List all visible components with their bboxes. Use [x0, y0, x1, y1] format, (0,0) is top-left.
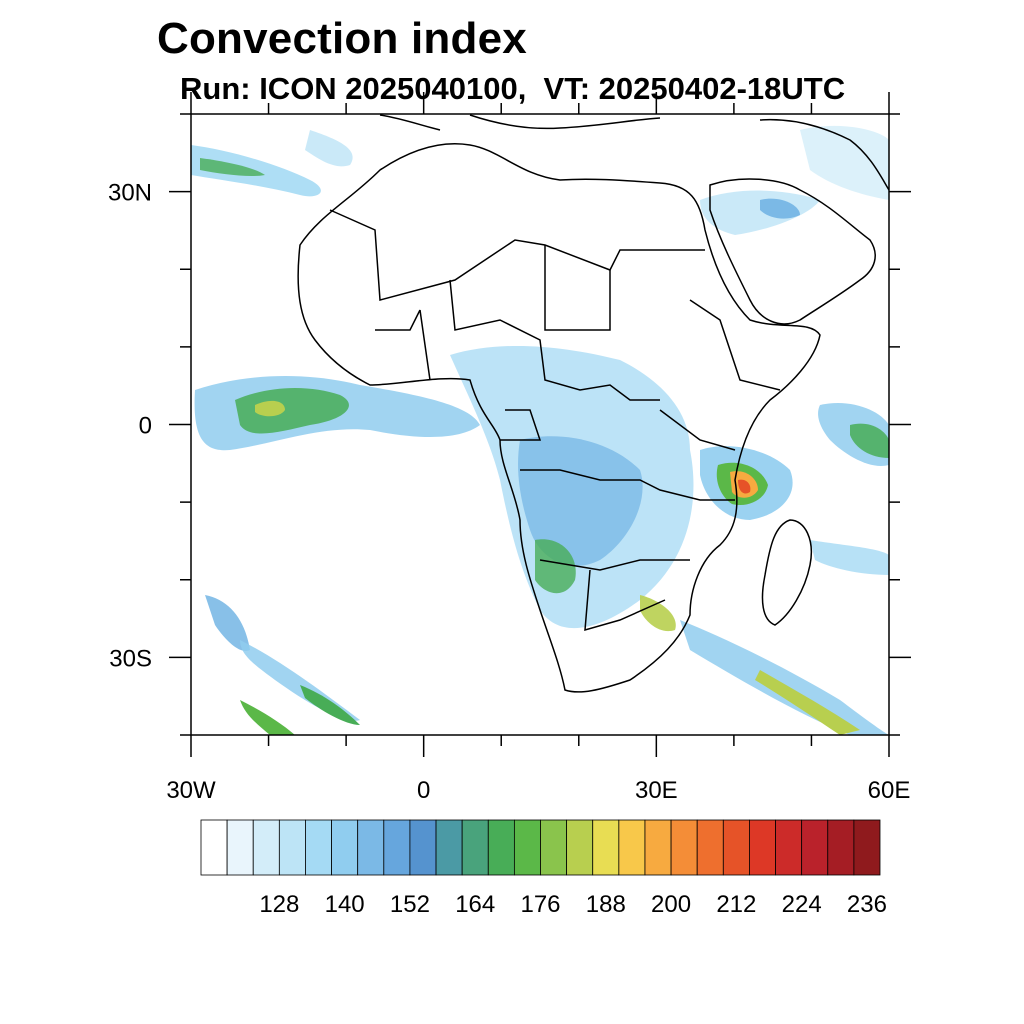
colorbar-swatch: [357, 819, 385, 876]
colorbar-label: 212: [716, 891, 756, 918]
colorbar-label: 140: [325, 891, 365, 918]
x-tick-label: 30E: [635, 777, 678, 804]
colorbar-label: 224: [782, 891, 822, 918]
x-tick-label: 30W: [166, 777, 216, 804]
colorbar-swatch: [618, 819, 646, 876]
colorbar-swatch: [513, 819, 541, 876]
arabian-coastline: [709, 178, 876, 325]
colorbar-swatch: [696, 819, 724, 876]
convection-area-southeast-track: [680, 620, 889, 735]
colorbar: 128 140 152 164 176 188 200 212 224 236: [200, 819, 887, 918]
colorbar-swatch: [461, 819, 489, 876]
colorbar-label: 188: [586, 891, 626, 918]
map-subtitle: Run: ICON 2025040100, VT: 20250402-18UTC: [180, 71, 846, 106]
y-tick-label: 0: [139, 413, 152, 440]
map-title: Convection index: [157, 14, 527, 63]
colorbar-label: 128: [259, 891, 299, 918]
colorbar-swatch: [644, 819, 672, 876]
colorbar-swatch: [331, 819, 359, 876]
x-tick-label: 60E: [868, 777, 911, 804]
colorbar-swatch: [487, 819, 515, 876]
colorbar-swatch: [775, 819, 803, 876]
colorbar-swatch: [592, 819, 620, 876]
convection-field: [191, 125, 889, 735]
colorbar-label: 152: [390, 891, 430, 918]
y-tick-label: 30S: [109, 645, 152, 672]
colorbar-swatch: [827, 819, 855, 876]
colorbar-label: 176: [520, 891, 560, 918]
x-tick-label: 0: [417, 777, 430, 804]
colorbar-swatch: [749, 819, 776, 876]
colorbar-swatch: [566, 819, 594, 876]
colorbar-swatch: [409, 819, 437, 876]
axis-tick-labels: 30W 0 30E 60E 30N 0 30S: [108, 180, 910, 804]
coastline-outline: [297, 114, 889, 693]
colorbar-swatch: [670, 819, 698, 876]
colorbar-label: 200: [651, 891, 691, 918]
colorbar-swatch: [722, 819, 750, 876]
y-tick-label: 30N: [108, 180, 152, 207]
colorbar-swatch: [435, 819, 463, 876]
colorbar-swatch: [383, 819, 411, 876]
colorbar-swatch: [540, 819, 568, 876]
colorbar-swatch: [252, 819, 280, 876]
colorbar-swatch: [853, 819, 881, 876]
axis-ticks: [169, 92, 911, 757]
convection-area-southwest-atlantic: [205, 595, 250, 651]
colorbar-swatch: [801, 819, 829, 876]
colorbar-label: 236: [847, 891, 887, 918]
colorbar-swatch: [278, 819, 306, 876]
colorbar-swatch: [305, 819, 332, 876]
colorbar-swatch: [226, 819, 254, 876]
madagascar-outline: [761, 519, 812, 626]
africa-coastline: [297, 143, 821, 693]
colorbar-swatch: [200, 819, 228, 876]
colorbar-label: 164: [455, 891, 495, 918]
